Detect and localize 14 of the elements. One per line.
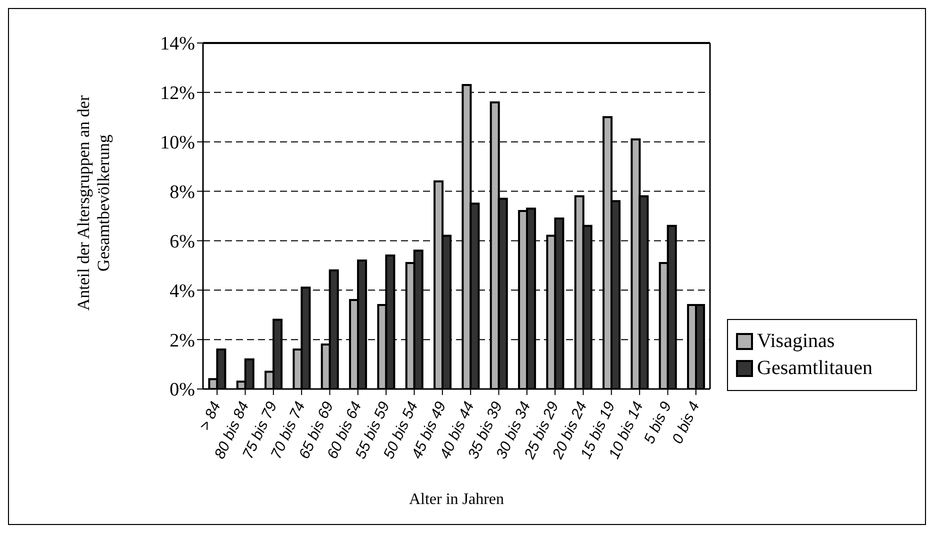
y-tick-label: 0% — [170, 380, 196, 401]
y-tick-label: 4% — [170, 280, 196, 302]
y-tick-label: 8% — [170, 182, 196, 204]
legend-label: Gesamtlitauen — [757, 357, 873, 380]
y-tick-label: 10% — [160, 132, 196, 154]
legend-label: Visaginas — [757, 330, 835, 353]
y-tick-label: 12% — [160, 83, 196, 104]
x-axis-title: Alter in Jahren — [408, 491, 504, 508]
x-tick-label: > 84 — [196, 399, 224, 434]
y-tick-label: 14% — [160, 34, 196, 55]
x-tick-label: 0 bis 4 — [669, 399, 704, 446]
y-tick-label: 2% — [170, 330, 196, 352]
y-axis-title: Anteil der Altersgruppen an der Gesamtbevölkerung — [74, 95, 113, 311]
y-tick-label: 6% — [170, 231, 196, 252]
